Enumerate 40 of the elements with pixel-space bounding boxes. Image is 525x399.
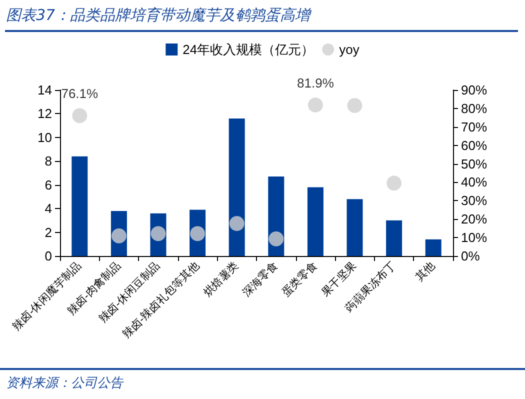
x-tick-label: 烘焙薯类 [200, 259, 242, 300]
data-label: 76.1% [61, 86, 99, 102]
y2-tick-label: 90% [461, 82, 488, 98]
data-label: 81.9% [297, 75, 334, 90]
legend-label: yoy [339, 42, 360, 57]
point [268, 231, 284, 246]
text: 资料来源：公司公告 [6, 375, 123, 392]
y-tick-label: 4 [44, 201, 52, 216]
bar [346, 199, 363, 256]
bar [307, 187, 324, 256]
point [229, 216, 244, 232]
chart-title: 图表37：品类品牌培育带动魔芋及鹌鹑蛋高增 [6, 6, 310, 25]
bar [386, 220, 402, 256]
y-tick-label: 2 [44, 224, 52, 240]
point [72, 108, 88, 124]
point [308, 97, 323, 112]
x-tick-label: 深海零食 [240, 260, 280, 300]
y-tick-label: 12 [38, 106, 52, 122]
y-tick-label: 8 [44, 154, 52, 169]
y2-tick-label: 40% [461, 174, 488, 190]
y-tick-label: 6 [44, 177, 52, 192]
x-tick-label: 其他 [412, 259, 438, 284]
point [386, 176, 402, 191]
x-tick-label: 蛋类零食 [279, 259, 320, 300]
bar [228, 118, 245, 256]
y2-tick-label: 70% [461, 119, 488, 134]
point [347, 98, 362, 113]
y2-tick-label: 50% [461, 156, 488, 172]
y-tick-label: 10 [38, 130, 52, 145]
y-tick-label: 0 [44, 248, 52, 264]
y2-tick-label: 10% [461, 230, 488, 246]
y2-tick-label: 20% [461, 212, 488, 227]
bar [72, 156, 88, 256]
y2-tick-label: 80% [461, 100, 488, 116]
y2-tick-label: 60% [461, 138, 488, 153]
legend-label: 24年收入规模（亿元） [182, 42, 314, 57]
y-tick-label: 14 [38, 82, 52, 98]
bar [425, 239, 442, 256]
y2-tick-label: 30% [461, 193, 488, 208]
y2-tick-label: 0% [461, 248, 480, 264]
